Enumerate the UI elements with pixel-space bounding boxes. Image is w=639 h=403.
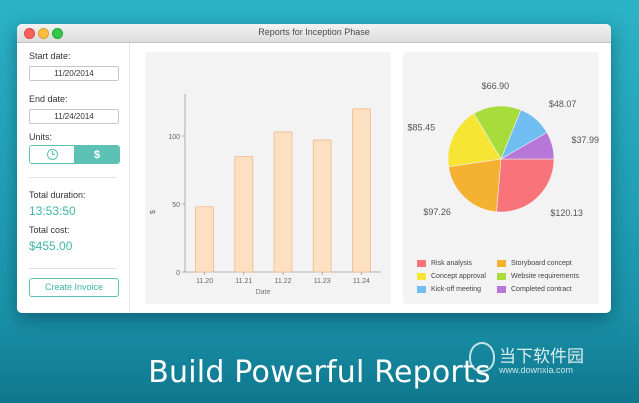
legend-label: Concept approval — [431, 273, 486, 280]
bar — [234, 156, 254, 273]
units-toggle: $ — [29, 145, 120, 164]
pie-slice — [499, 132, 555, 160]
sidebar-divider — [29, 177, 117, 178]
background-wave — [0, 313, 639, 403]
end-date-field[interactable]: 11/24/2014 — [29, 109, 119, 124]
legend-swatch — [417, 260, 426, 267]
bar — [195, 206, 214, 273]
bar-chart-panel: 0 50 100 $11.20 11.21 11.22 11.23 11.24 Date — [145, 52, 391, 304]
dollar-icon: $ — [93, 148, 101, 161]
total-duration-label: Total duration: — [29, 190, 86, 200]
pie-value-label: $48.07 — [549, 99, 577, 109]
legend-swatch — [497, 273, 506, 280]
title-bar: Reports for Inception Phase — [17, 24, 611, 43]
pie-value-label: $37.99 — [572, 135, 599, 145]
app-window: Reports for Inception Phase Start date: … — [17, 24, 611, 313]
x-tick-label: 11.22 — [275, 278, 292, 285]
pie-chart-panel: $120.13 $97.26 $85.45 $66.90 $48.07 $37.99 Ri… — [403, 52, 599, 304]
pie-value-label: $120.13 — [550, 208, 583, 218]
legend-swatch — [497, 260, 506, 267]
x-axis-label: Date — [256, 289, 271, 296]
close-window-button[interactable] — [24, 28, 35, 39]
legend-swatch — [497, 286, 506, 293]
start-date-field[interactable]: 11/20/2014 — [29, 66, 119, 81]
y-tick-label: 0 — [176, 270, 180, 277]
legend-item: Kick-off meeting — [417, 286, 481, 293]
cost-units-button[interactable]: $ — [75, 146, 119, 163]
legend-item: Completed contract — [497, 286, 572, 293]
legend-label: Website requirements — [511, 273, 579, 280]
legend-swatch — [417, 273, 426, 280]
x-tick-label: 11.20 — [196, 278, 213, 285]
bar — [312, 139, 332, 273]
y-tick-label: 50 — [172, 202, 180, 209]
legend-item: Concept approval — [417, 273, 486, 280]
total-duration-value: 13:53:50 — [29, 204, 76, 218]
legend-label: Storyboard concept — [511, 260, 572, 267]
legend-item: Storyboard concept — [497, 260, 572, 267]
bar — [351, 108, 371, 273]
bar — [273, 131, 293, 273]
minimize-window-button[interactable] — [38, 28, 49, 39]
bar-chart: 0 50 100 $11.20 11.21 11.22 11.23 11.24 Date — [150, 94, 381, 296]
maximize-window-button[interactable] — [52, 28, 63, 39]
total-cost-value: $455.00 — [29, 239, 73, 253]
clock-icon — [46, 149, 58, 160]
pie-value-label: $66.90 — [482, 81, 510, 91]
x-tick-label: 11.23 — [314, 278, 331, 285]
watermark-url: www.downxia.com — [499, 365, 574, 375]
watermark-text: 当下软件园 — [499, 347, 584, 367]
tagline: Build Powerful Reports — [148, 355, 491, 390]
x-tick-label: 11.21 — [235, 278, 252, 285]
pie-slice — [473, 105, 522, 160]
pie-slice — [496, 158, 555, 213]
watermark-logo-icon — [469, 342, 495, 372]
legend-label: Completed contract — [511, 286, 572, 293]
pie-slice — [447, 113, 502, 167]
window-title: Reports for Inception Phase — [258, 27, 370, 37]
x-tick-label: 11.24 — [353, 278, 370, 285]
sidebar-divider-bottom — [29, 268, 117, 269]
pie-value-label: $85.45 — [408, 123, 436, 133]
pie-value-label: $97.26 — [423, 207, 451, 217]
pie-slice — [448, 158, 502, 213]
end-date-label: End date: — [29, 94, 68, 104]
time-units-button[interactable] — [30, 146, 75, 163]
report-sidebar: Start date: 11/20/2014 End date: 11/24/2… — [17, 43, 130, 313]
total-cost-label: Total cost: — [29, 225, 70, 235]
create-invoice-button[interactable]: Create Invoice — [29, 278, 119, 297]
pie-chart: $120.13 $97.26 $85.45 $66.90 $48.07 $37.99 — [408, 81, 599, 218]
y-tick-label: 100 — [168, 134, 180, 141]
start-date-label: Start date: — [29, 51, 71, 61]
legend-item: Website requirements — [497, 273, 579, 280]
watermark: 当下软件园 www.downxia.com — [469, 342, 629, 382]
units-label: Units: — [29, 132, 53, 142]
legend-label: Kick-off meeting — [431, 286, 482, 293]
y-axis-label: $ — [150, 210, 157, 214]
legend-swatch — [417, 286, 426, 293]
legend-label: Risk analysis — [431, 260, 472, 267]
legend-item: Risk analysis — [417, 260, 472, 267]
